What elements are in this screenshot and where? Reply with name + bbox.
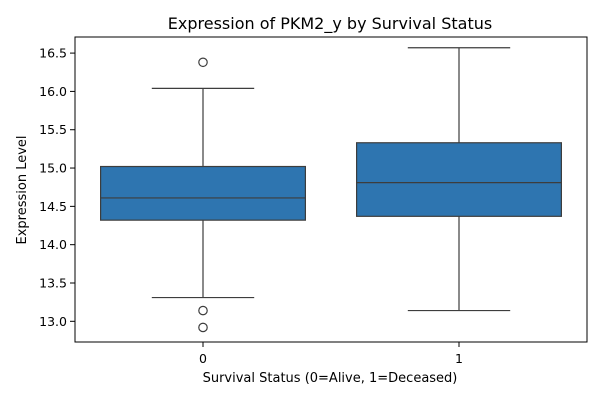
y-tick-label: 15.5 — [39, 122, 67, 137]
y-tick-label: 16.5 — [39, 46, 67, 61]
y-tick-label: 14.0 — [39, 237, 67, 252]
chart-title: Expression of PKM2_y by Survival Status — [168, 14, 492, 34]
y-tick-label: 16.0 — [39, 84, 67, 99]
box-group-0 — [99, 57, 307, 333]
x-tick-label: 0 — [199, 351, 207, 366]
box-series — [99, 47, 563, 333]
y-axis-ticks: 13.0 13.5 14.0 14.5 15.0 15.5 16.0 16.5 — [39, 46, 75, 329]
plot-area — [74, 36, 588, 343]
x-axis-label: Survival Status (0=Alive, 1=Deceased) — [203, 371, 458, 386]
outlier-point — [198, 57, 208, 68]
y-tick-label: 14.5 — [39, 199, 67, 214]
box-iqr — [99, 165, 307, 221]
box-group-1 — [356, 47, 563, 312]
x-tick-label: 1 — [455, 351, 463, 366]
outlier-point — [198, 322, 208, 333]
box-iqr — [356, 142, 563, 217]
y-tick-label: 13.5 — [39, 275, 67, 290]
y-tick-label: 13.0 — [39, 314, 67, 329]
outlier-point — [198, 305, 208, 316]
y-axis-label: Expression Level — [15, 135, 30, 244]
y-tick-label: 15.0 — [39, 161, 67, 176]
